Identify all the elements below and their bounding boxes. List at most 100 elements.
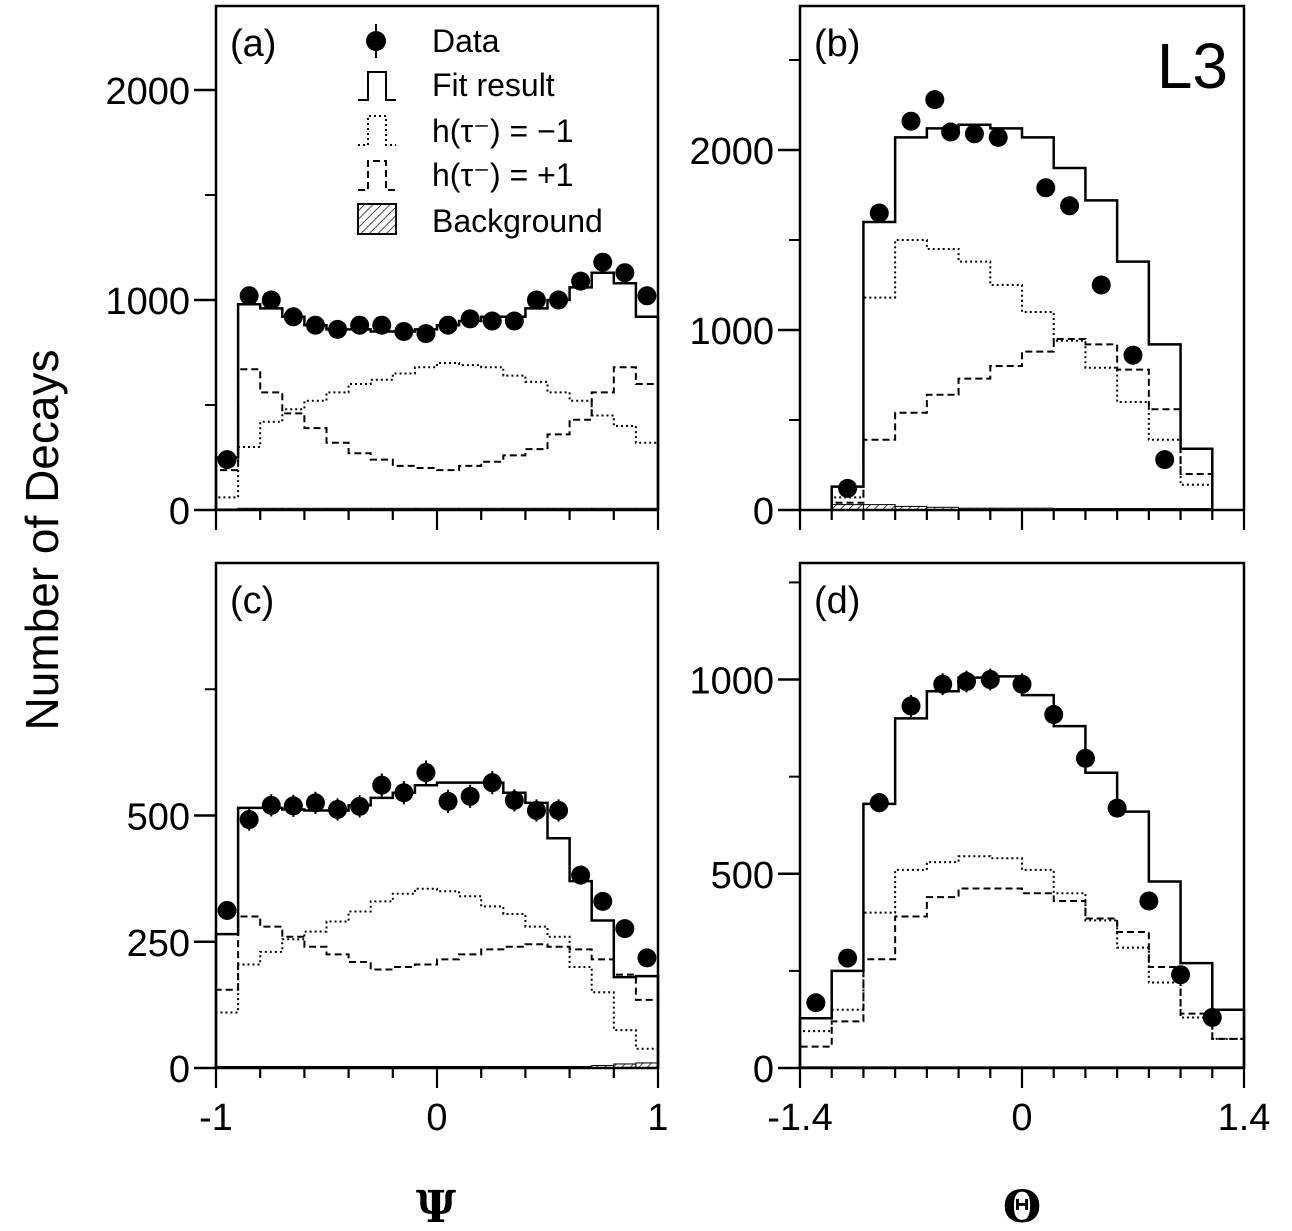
background-bar	[502, 507, 526, 511]
data-point	[957, 671, 976, 691]
background-bar	[1084, 1066, 1118, 1069]
data-point	[239, 810, 259, 830]
y-tick-label: 1000	[689, 311, 774, 353]
legend: Data Fit result h(τ⁻) = −1 h(τ⁻) = +1 Ba…	[357, 23, 603, 239]
legend-background: Background	[357, 203, 603, 239]
x-axis-label-theta: Θ	[1003, 1182, 1041, 1231]
background-bar	[237, 1065, 261, 1069]
y-tick-label: 0	[753, 1049, 774, 1091]
data-point	[571, 865, 591, 885]
background-bar	[259, 507, 283, 511]
data-point	[838, 948, 858, 968]
y-tick-label: 1000	[105, 281, 190, 323]
data-point	[350, 796, 370, 816]
background-bar	[1180, 508, 1213, 511]
background-bar	[613, 1063, 637, 1069]
background-bar	[326, 507, 350, 511]
background-bar	[989, 507, 1023, 511]
x-tick-label: 0	[1011, 1097, 1032, 1139]
data-point	[394, 783, 414, 803]
data-point	[526, 800, 546, 820]
data-point	[1036, 178, 1056, 198]
panel-a: 0 1000 2000 (a)	[105, 4, 660, 533]
background-bar	[926, 506, 960, 511]
background-bar	[348, 1065, 372, 1069]
plot-frame	[798, 561, 1246, 1070]
data-point	[869, 203, 889, 223]
background-bar	[547, 1065, 571, 1069]
background-bar	[862, 504, 896, 511]
background-bar	[958, 507, 991, 511]
data-point	[549, 800, 569, 820]
data-point	[460, 786, 480, 806]
data-point	[925, 90, 945, 110]
data-point	[615, 919, 635, 939]
data-point	[1155, 450, 1175, 470]
background-bar	[326, 1065, 350, 1069]
data-point	[1202, 1008, 1222, 1027]
data-point	[372, 315, 392, 335]
fit-histogram	[214, 781, 660, 1068]
legend-fit: Fit result	[358, 67, 555, 103]
y-tick-label: 250	[127, 923, 190, 965]
background-bar	[989, 1066, 1023, 1069]
data-point	[615, 263, 635, 283]
background-bar	[281, 1065, 305, 1069]
data-point	[933, 674, 953, 694]
data-point	[1012, 674, 1032, 694]
background-bar	[591, 1064, 615, 1069]
background-bar	[281, 507, 305, 511]
background-bar	[414, 507, 438, 511]
data-point	[571, 271, 591, 291]
y-tick-label: 2000	[105, 71, 190, 113]
background-bar	[1180, 1066, 1213, 1069]
data-point	[283, 307, 303, 327]
data-point	[549, 290, 569, 310]
data-point	[869, 793, 889, 813]
x-tick-label: 0	[426, 1097, 447, 1139]
h-plus-histogram	[215, 366, 659, 510]
background-bar	[1084, 508, 1118, 511]
x-axis-label-psi: Ψ	[416, 1182, 456, 1231]
background-bar	[215, 508, 239, 511]
data-point	[1171, 965, 1191, 985]
background-bar	[458, 507, 482, 511]
background-bar	[894, 1066, 928, 1069]
data-point	[1060, 196, 1080, 216]
panel-label: (c)	[230, 580, 274, 622]
background-bar	[392, 507, 416, 511]
background-bar	[370, 1065, 394, 1069]
legend-data: Data	[366, 23, 500, 59]
background-bar	[524, 507, 549, 511]
legend-minus-label: h(τ⁻) = −1	[432, 113, 574, 149]
background-bar	[436, 1065, 460, 1069]
legend-plus-label: h(τ⁻) = +1	[432, 157, 574, 193]
background-bar	[480, 507, 504, 511]
background-bar	[370, 507, 394, 511]
data-point	[593, 252, 613, 272]
y-tick-label: 0	[753, 491, 774, 533]
background-bar	[502, 1065, 526, 1069]
fit-histogram	[798, 675, 1246, 1068]
data-point	[305, 793, 325, 813]
data-point	[482, 773, 502, 793]
background-bar	[1053, 1066, 1086, 1069]
panel-label: (a)	[230, 23, 276, 65]
data-point	[438, 791, 458, 811]
background-bar	[894, 505, 928, 511]
data-point	[283, 796, 303, 816]
background-bar	[926, 1066, 960, 1069]
x-tick-label: -1	[199, 1097, 233, 1139]
data-point	[526, 290, 546, 310]
background-bar	[862, 1066, 896, 1069]
legend-minus: h(τ⁻) = −1	[358, 113, 574, 149]
background-bar	[259, 1065, 283, 1069]
h-plus-histogram	[215, 915, 659, 1068]
y-axis-label: Number of Decays	[16, 350, 68, 731]
data-point	[261, 290, 281, 310]
data-point	[328, 319, 348, 339]
h-minus-histogram	[215, 362, 659, 510]
y-tick-label: 0	[169, 1049, 190, 1091]
data-point	[261, 795, 281, 815]
